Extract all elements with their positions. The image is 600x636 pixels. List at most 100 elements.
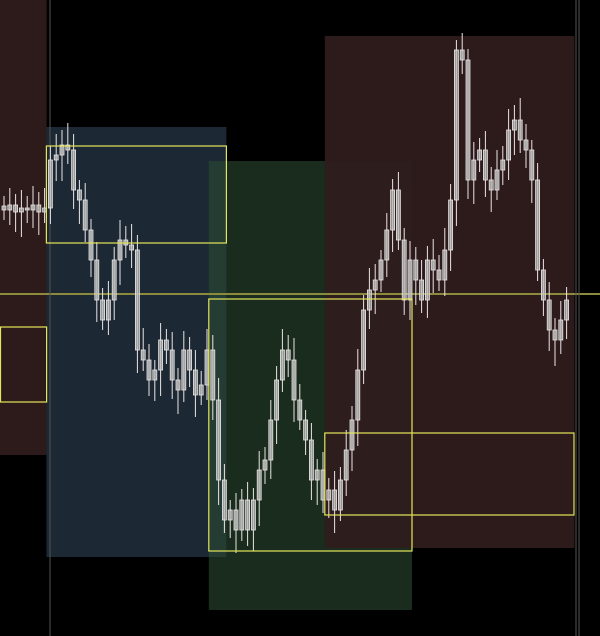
candle-body [552,329,558,341]
candle [268,400,274,479]
candle-body [227,509,233,521]
candle-body [279,349,285,381]
candle [541,259,546,316]
candle-body [424,259,430,301]
candle-body [314,469,320,481]
candle-body [140,349,146,361]
candle-body [239,499,245,531]
candles-layer [1,33,569,553]
candle [216,378,222,505]
candle-body [274,379,280,421]
candle [424,246,430,318]
candle [198,371,204,405]
candle [274,366,280,444]
candle-body [337,479,343,511]
candle [239,489,245,541]
candle-body [349,419,355,451]
zone-box-outline [324,432,575,516]
candle [100,288,105,330]
candle-body [459,49,465,61]
candle [453,40,459,226]
candle-body [106,299,111,321]
candle [436,255,442,291]
candle [82,183,88,242]
candle [500,146,506,185]
candle-body [233,509,239,531]
candle [140,328,146,371]
candle-body [285,349,291,361]
candle-body [221,479,227,521]
candle-body [297,399,303,421]
candle-body [30,204,36,211]
candle-body [210,349,216,401]
candle-body [366,289,372,311]
candle [227,500,233,538]
candle-body [250,499,256,531]
candle-body [303,419,309,441]
candle-body [407,259,413,301]
candle [158,323,164,396]
candle-body [262,459,268,471]
candle [529,140,535,203]
candle [488,167,494,212]
candle [506,109,512,180]
candle [233,493,239,553]
candle [477,138,483,172]
candle [59,130,65,181]
zone-box-outline [0,326,48,403]
candle [355,349,361,446]
candle-body [453,49,459,201]
candle-body [442,249,448,281]
candle [517,98,523,153]
candle [48,146,53,224]
candle [117,220,123,285]
candle [482,131,488,197]
candle-body [59,144,65,156]
candle-body [378,259,384,281]
zone-red [324,36,575,548]
candle [303,410,309,455]
candle [558,301,564,354]
candle-body [401,239,407,301]
candle-body [198,384,204,396]
candle [250,488,256,551]
candle [30,186,36,228]
candle [401,228,407,315]
candle [94,242,100,322]
candle-body [152,369,158,381]
candle-body [117,239,123,261]
candle-body [465,59,471,181]
candle [210,335,216,420]
candle [65,123,71,164]
candle [395,172,401,250]
candle-body [535,179,540,271]
candle [192,350,198,417]
candle-body [430,259,436,271]
candle [245,482,251,546]
candle [419,260,425,313]
candle-body [82,199,88,231]
candle-body [546,299,552,331]
candle [256,451,262,526]
candle [18,190,24,237]
candle-body [390,189,396,231]
candle-body [558,319,564,341]
candle [546,282,552,351]
candle-body [65,144,71,151]
candle-body [181,349,187,391]
candle [413,247,419,305]
candle-body [192,369,198,396]
candle [181,331,187,402]
candle [523,124,529,168]
candle [279,329,285,392]
candle [13,194,19,232]
candle [407,241,413,320]
candle-body [169,349,175,381]
candle-body [419,279,425,301]
candle-body [71,149,76,191]
candle [448,184,454,271]
candle-body [129,244,135,251]
candle [471,142,477,204]
